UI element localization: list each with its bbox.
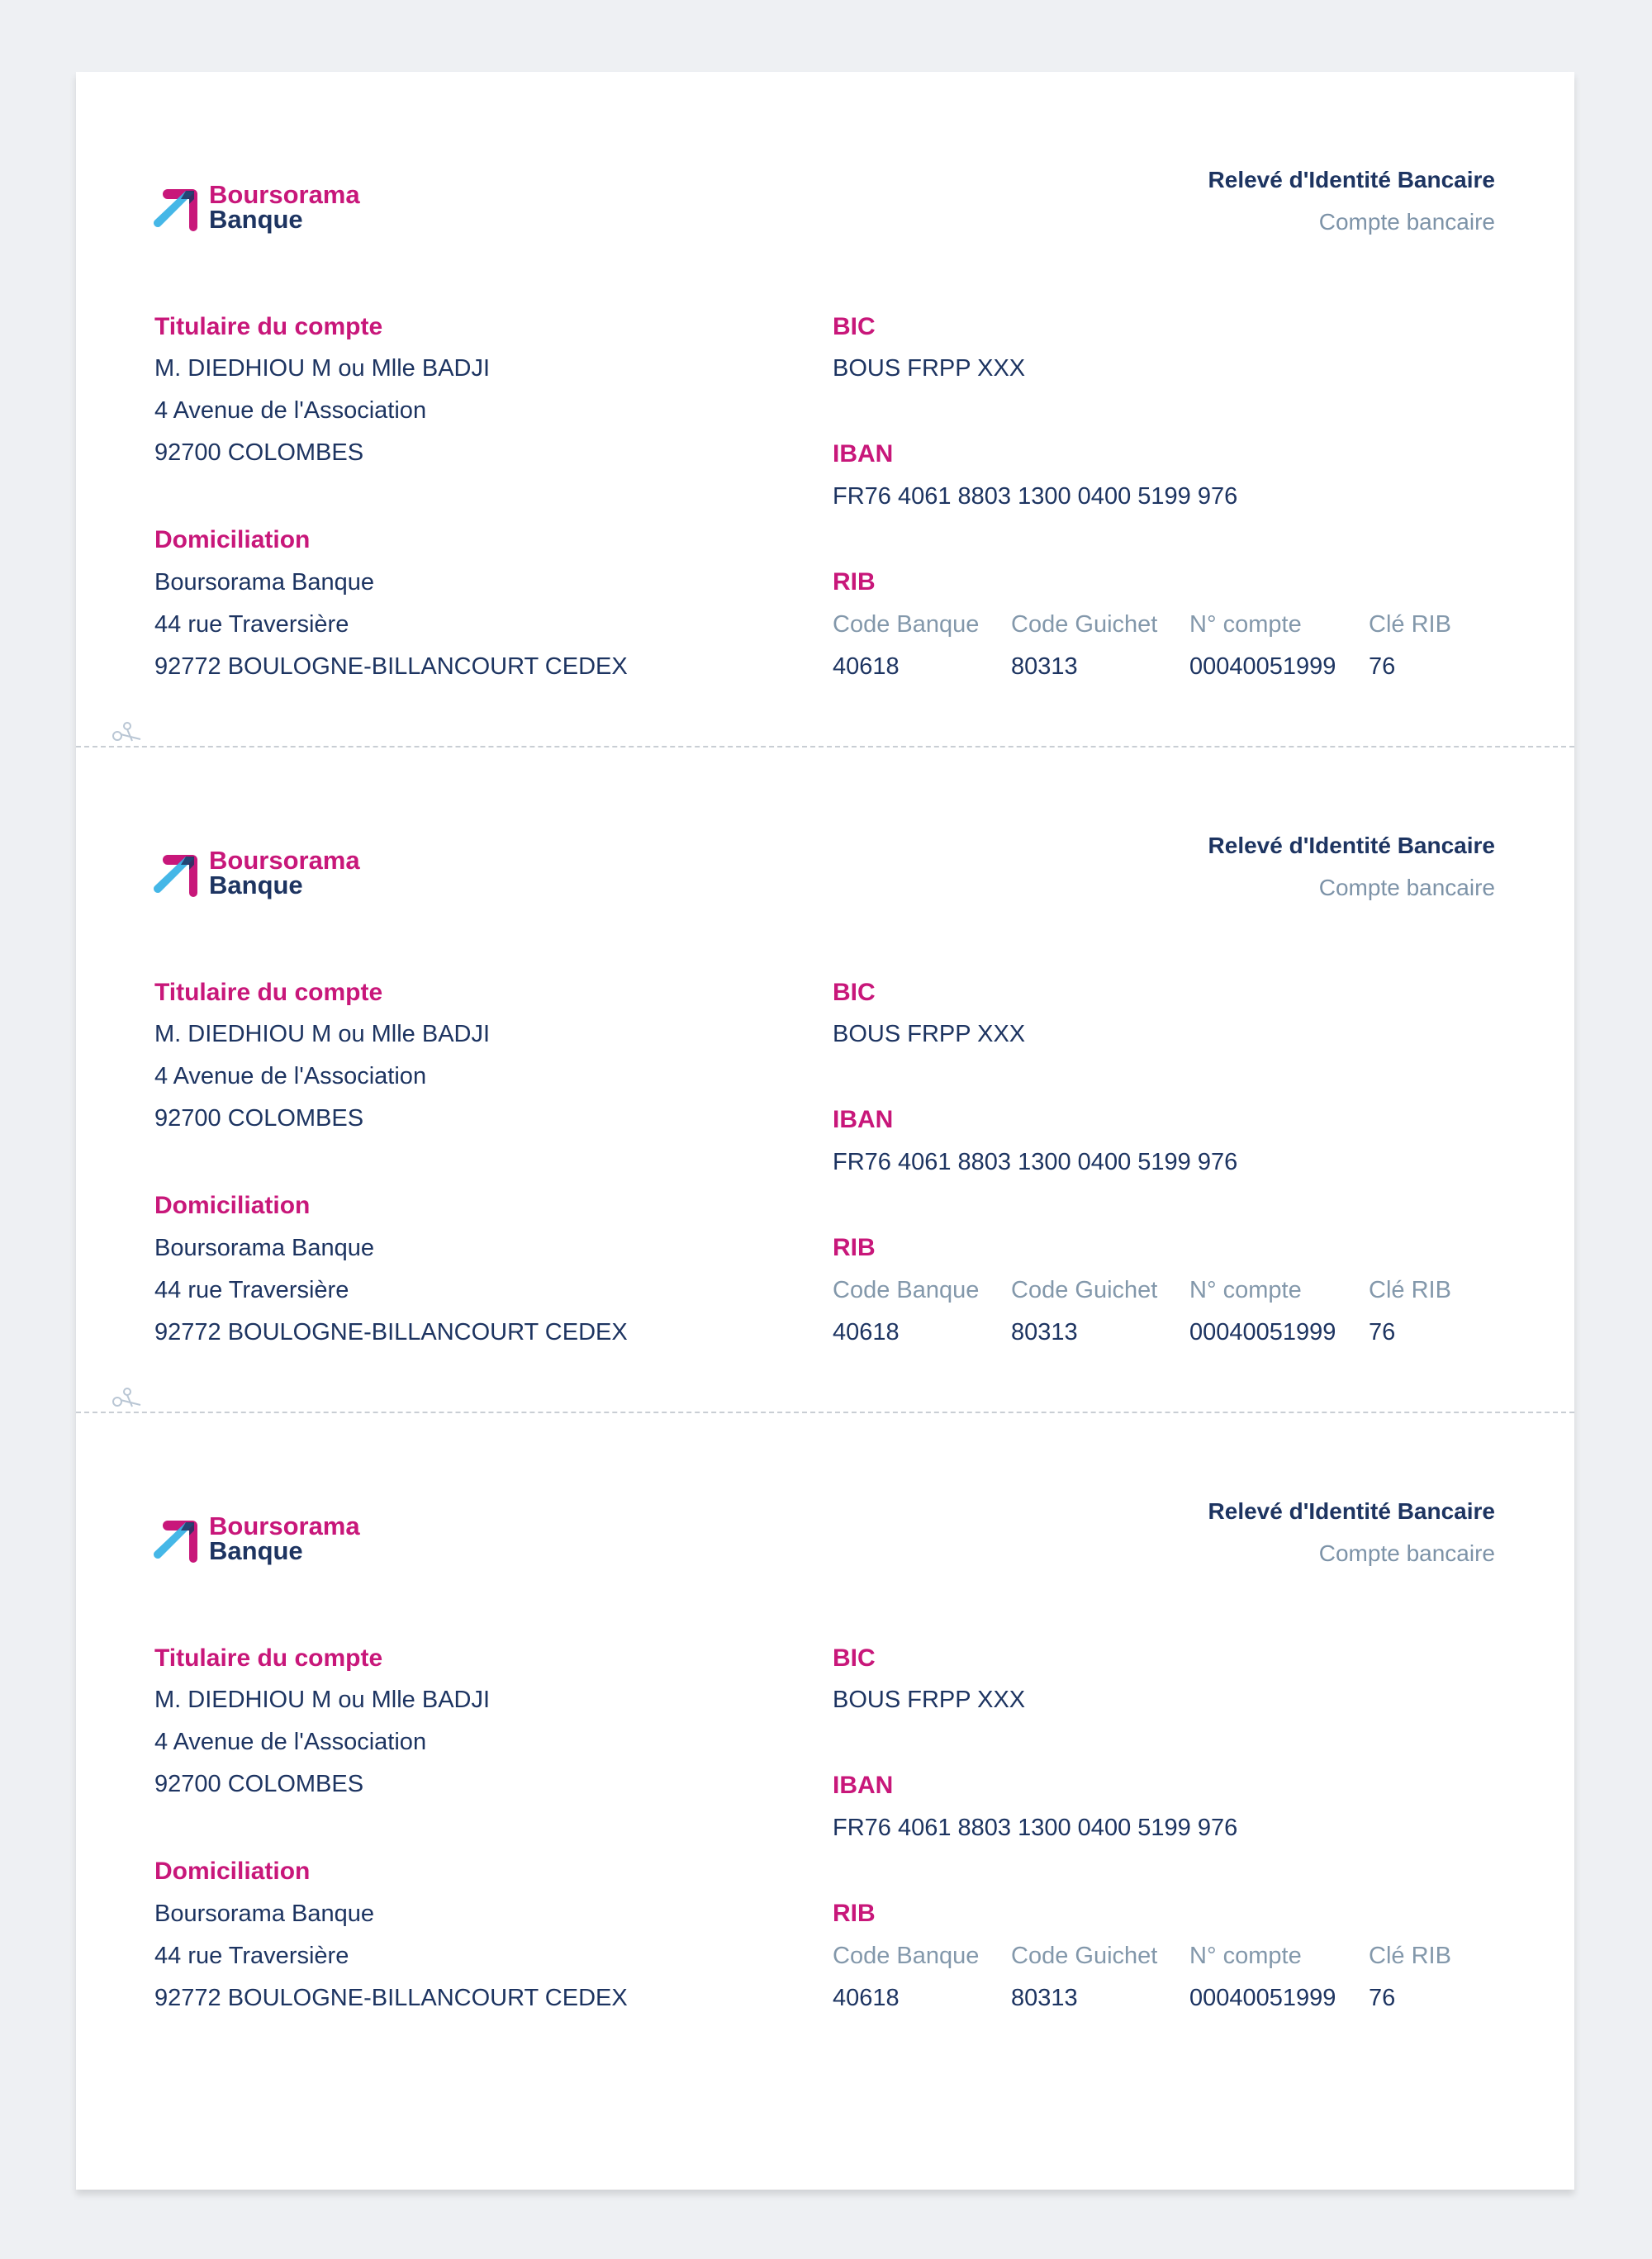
rib-header-cle-rib: Clé RIB	[1369, 611, 1451, 638]
bic-label: BIC	[833, 313, 876, 340]
bic-label: BIC	[833, 1644, 876, 1672]
boursorama-arrow-icon	[154, 1521, 197, 1563]
bank-name: Boursorama Banque	[154, 569, 374, 596]
rib-numero-compte: 00040051999	[1189, 653, 1336, 680]
rib-slip: Boursorama Banque Relevé d'Identité Banc…	[76, 82, 1574, 747]
rib-header-code-guichet: Code Guichet	[1011, 1277, 1158, 1303]
holder-address: 4 Avenue de l'Association	[154, 397, 427, 424]
boursorama-logo: Boursorama Banque	[153, 1512, 376, 1568]
holder-city: 92700 COLOMBES	[154, 1105, 364, 1132]
rib-numero-compte: 00040051999	[1189, 1985, 1336, 2011]
iban-label: IBAN	[833, 440, 894, 467]
logo-text-line1: Boursorama	[209, 180, 360, 209]
rib-header-code-banque: Code Banque	[833, 611, 980, 638]
rib-cle: 76	[1369, 1985, 1396, 2011]
document-subtitle: Compte bancaire	[1318, 1540, 1495, 1566]
logo-text-line2: Banque	[209, 1536, 303, 1565]
bank-name: Boursorama Banque	[154, 1235, 374, 1261]
iban-value: FR76 4061 8803 1300 0400 5199 976	[833, 1149, 1238, 1175]
holder-address: 4 Avenue de l'Association	[154, 1063, 427, 1089]
holder-city: 92700 COLOMBES	[154, 439, 364, 466]
holder-name: M. DIEDHIOU M ou Mlle BADJI	[154, 1021, 491, 1047]
rib-header-code-banque: Code Banque	[833, 1943, 980, 1969]
scissors-icon	[112, 722, 141, 742]
rib-header-code-guichet: Code Guichet	[1011, 611, 1158, 638]
cut-line	[76, 1388, 1574, 1413]
bank-address: 44 rue Traversière	[154, 1277, 349, 1303]
rib-header-code-guichet: Code Guichet	[1011, 1943, 1158, 1969]
bank-city: 92772 BOULOGNE-BILLANCOURT CEDEX	[154, 1319, 628, 1345]
rib-code-guichet: 80313	[1011, 653, 1078, 680]
logo-text-line2: Banque	[209, 871, 303, 899]
rib-header-numero-compte: N° compte	[1189, 1277, 1302, 1303]
bank-address: 44 rue Traversière	[154, 611, 349, 638]
rib-label: RIB	[833, 1900, 876, 1927]
document-title: Relevé d'Identité Bancaire	[1208, 167, 1495, 192]
domiciliation-label: Domiciliation	[154, 1192, 311, 1219]
domiciliation-label: Domiciliation	[154, 526, 311, 553]
bic-value: BOUS FRPP XXX	[833, 1687, 1026, 1713]
boursorama-arrow-icon	[154, 855, 197, 897]
document-subtitle: Compte bancaire	[1318, 209, 1495, 235]
bank-city: 92772 BOULOGNE-BILLANCOURT CEDEX	[154, 653, 628, 680]
holder-address: 4 Avenue de l'Association	[154, 1729, 427, 1755]
boursorama-logo: Boursorama Banque	[153, 846, 376, 903]
domiciliation-label: Domiciliation	[154, 1858, 311, 1885]
document-title: Relevé d'Identité Bancaire	[1208, 833, 1495, 858]
bank-city: 92772 BOULOGNE-BILLANCOURT CEDEX	[154, 1985, 628, 2011]
rib-numero-compte: 00040051999	[1189, 1319, 1336, 1345]
bic-value: BOUS FRPP XXX	[833, 1021, 1026, 1047]
iban-value: FR76 4061 8803 1300 0400 5199 976	[833, 483, 1238, 510]
bank-address: 44 rue Traversière	[154, 1943, 349, 1969]
bank-name: Boursorama Banque	[154, 1901, 374, 1927]
holder-label: Titulaire du compte	[154, 1644, 383, 1672]
scissors-icon	[112, 1388, 141, 1407]
rib-header-cle-rib: Clé RIB	[1369, 1277, 1451, 1303]
rib-header-numero-compte: N° compte	[1189, 611, 1302, 638]
rib-cle: 76	[1369, 1319, 1396, 1345]
rib-header-numero-compte: N° compte	[1189, 1943, 1302, 1969]
rib-document-page: Boursorama Banque Relevé d'Identité Banc…	[76, 72, 1574, 2190]
logo-text-line2: Banque	[209, 205, 303, 234]
document-subtitle: Compte bancaire	[1318, 875, 1495, 900]
boursorama-arrow-icon	[154, 189, 197, 231]
bic-label: BIC	[833, 979, 876, 1006]
holder-label: Titulaire du compte	[154, 313, 383, 340]
rib-header-cle-rib: Clé RIB	[1369, 1943, 1451, 1969]
rib-cle: 76	[1369, 653, 1396, 680]
iban-label: IBAN	[833, 1106, 894, 1133]
holder-city: 92700 COLOMBES	[154, 1771, 364, 1797]
holder-name: M. DIEDHIOU M ou Mlle BADJI	[154, 355, 491, 382]
holder-name: M. DIEDHIOU M ou Mlle BADJI	[154, 1687, 491, 1713]
rib-label: RIB	[833, 568, 876, 596]
document-title: Relevé d'Identité Bancaire	[1208, 1498, 1495, 1524]
cut-line	[76, 722, 1574, 747]
rib-code-guichet: 80313	[1011, 1985, 1078, 2011]
boursorama-logo: Boursorama Banque	[153, 180, 376, 237]
rib-slip: Boursorama Banque Relevé d'Identité Banc…	[76, 1413, 1574, 2079]
rib-code-banque: 40618	[833, 1319, 900, 1345]
bic-value: BOUS FRPP XXX	[833, 355, 1026, 382]
rib-code-banque: 40618	[833, 1985, 900, 2011]
rib-label: RIB	[833, 1234, 876, 1261]
rib-code-banque: 40618	[833, 653, 900, 680]
iban-label: IBAN	[833, 1772, 894, 1799]
iban-value: FR76 4061 8803 1300 0400 5199 976	[833, 1815, 1238, 1841]
holder-label: Titulaire du compte	[154, 979, 383, 1006]
logo-text-line1: Boursorama	[209, 1512, 360, 1540]
rib-slip: Boursorama Banque Relevé d'Identité Banc…	[76, 747, 1574, 1413]
rib-code-guichet: 80313	[1011, 1319, 1078, 1345]
rib-header-code-banque: Code Banque	[833, 1277, 980, 1303]
logo-text-line1: Boursorama	[209, 846, 360, 875]
